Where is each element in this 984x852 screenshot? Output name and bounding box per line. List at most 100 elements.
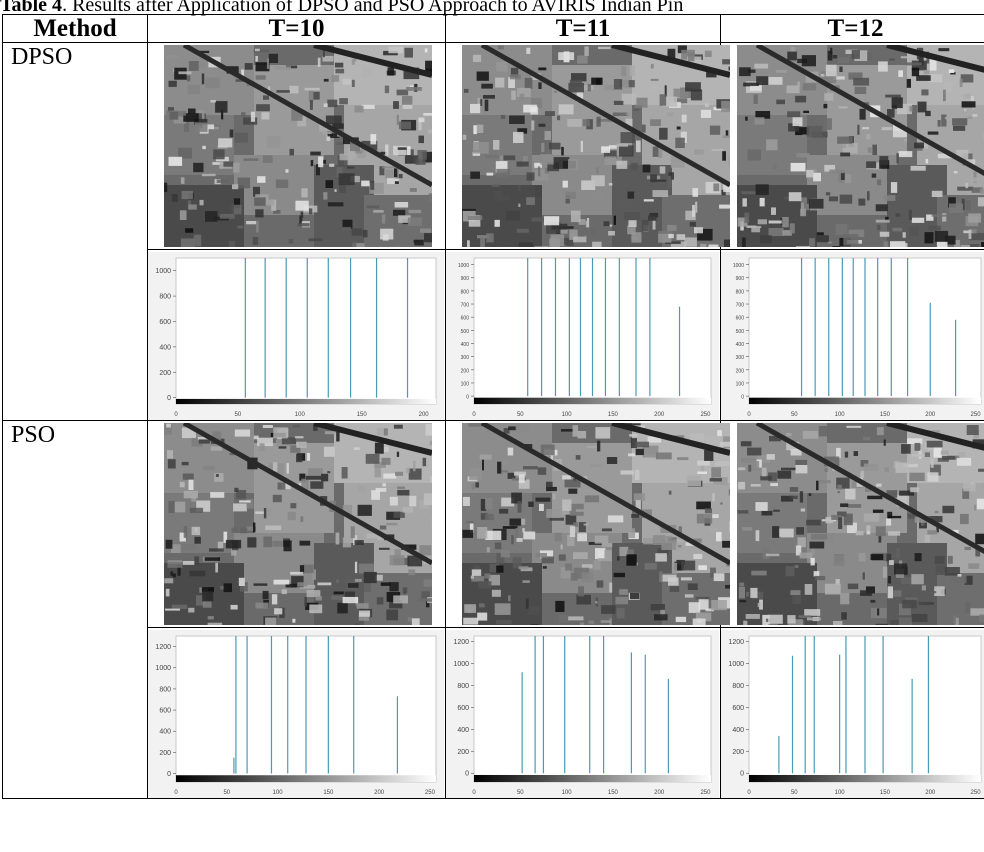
- x-tick-label: 100: [295, 412, 306, 418]
- histogram-cell: 0 200 400 600 800 1000 1200 0 50 100 150 200 250: [720, 627, 984, 799]
- results-table: Method T=10 T=11 T=12 DPSO 0 200 400 600 800…: [2, 14, 984, 799]
- x-tick-label: 150: [357, 412, 368, 418]
- histogram-cell: 0 100 200 300 400 500 600 700 800 900 1000 0 50 100 15…: [445, 249, 721, 421]
- y-tick-label: 1000: [155, 665, 171, 672]
- band-image: [737, 423, 984, 625]
- y-tick-label: 1000: [728, 661, 744, 668]
- image-cell: [445, 42, 730, 250]
- x-tick-label: 100: [562, 412, 573, 418]
- image-cell: [147, 420, 446, 628]
- image-cell: [445, 420, 730, 628]
- y-tick-label: 600: [736, 316, 745, 322]
- y-tick-label: 200: [461, 368, 470, 374]
- header-t10: T=10: [147, 14, 446, 43]
- y-tick-label: 100: [736, 381, 745, 387]
- x-tick-label: 200: [374, 790, 385, 796]
- x-tick-label: 50: [235, 412, 242, 418]
- x-tick-label: 200: [654, 412, 665, 418]
- x-tick-label: 250: [700, 412, 711, 418]
- y-tick-label: 700: [461, 303, 470, 309]
- y-tick-label: 500: [461, 329, 470, 335]
- y-tick-label: 800: [457, 683, 469, 690]
- x-tick-label: 0: [174, 790, 178, 796]
- y-tick-label: 400: [461, 342, 470, 348]
- table-row: 0 200 400 600 800 1000 0 50 100 150 200 0 100 200 300…: [3, 249, 984, 421]
- y-tick-label: 200: [732, 749, 744, 756]
- x-tick-label: 150: [608, 412, 619, 418]
- y-tick-label: 800: [159, 294, 171, 301]
- method-cell-pso: PSO: [2, 420, 148, 799]
- x-tick-label: 200: [654, 790, 665, 796]
- y-tick-label: 0: [465, 771, 469, 778]
- y-tick-label: 200: [736, 368, 745, 374]
- band-image: [462, 423, 730, 625]
- y-tick-label: 600: [457, 705, 469, 712]
- y-tick-label: 300: [736, 355, 745, 361]
- x-tick-label: 150: [880, 790, 891, 796]
- x-tick-label: 150: [608, 790, 619, 796]
- x-tick-label: 150: [880, 412, 891, 418]
- image-cell: [720, 42, 984, 250]
- histogram-cell: 0 200 400 600 800 1000 0 50 100 150 200: [147, 249, 446, 421]
- table-row: DPSO: [2, 42, 984, 421]
- x-tick-label: 50: [791, 412, 798, 418]
- y-tick-label: 400: [732, 727, 744, 734]
- y-tick-label: 400: [736, 342, 745, 348]
- x-tick-label: 100: [562, 790, 573, 796]
- x-tick-label: 250: [971, 412, 982, 418]
- histogram-chart: 0 100 200 300 400 500 600 700 800 900 1000 0 50 100 15…: [721, 252, 984, 420]
- y-tick-label: 200: [457, 749, 469, 756]
- band-image: [164, 45, 432, 247]
- x-tick-label: 0: [472, 790, 476, 796]
- y-tick-label: 600: [461, 316, 470, 322]
- x-tick-label: 50: [517, 412, 524, 418]
- y-tick-label: 600: [159, 319, 171, 326]
- image-cell: [720, 420, 984, 628]
- histogram-cell: 0 100 200 300 400 500 600 700 800 900 1000 0 50 100 15…: [720, 249, 984, 421]
- histogram-chart: 0 200 400 600 800 1000 0 50 100 150 200: [148, 252, 444, 420]
- band-image: [462, 45, 730, 247]
- method-cell-dpso: DPSO: [2, 42, 148, 421]
- band-image: [164, 423, 432, 625]
- y-tick-label: 800: [461, 289, 470, 295]
- y-tick-label: 400: [159, 344, 171, 351]
- y-tick-label: 400: [159, 729, 171, 736]
- histogram-chart: 0 200 400 600 800 1000 1200 0 50 100 150 200 250: [148, 630, 444, 798]
- y-tick-label: 200: [159, 370, 171, 377]
- y-tick-label: 900: [736, 276, 745, 282]
- x-tick-label: 0: [747, 790, 751, 796]
- y-tick-label: 0: [167, 771, 171, 778]
- x-tick-label: 200: [925, 412, 936, 418]
- header-t11: T=11: [445, 14, 721, 43]
- header-t12: T=12: [720, 14, 984, 43]
- histogram-chart: 0 100 200 300 400 500 600 700 800 900 1000 0 50 100 15…: [446, 252, 719, 420]
- x-tick-label: 250: [425, 790, 436, 796]
- x-tick-label: 250: [700, 790, 711, 796]
- caption-label: Table 4: [0, 0, 63, 16]
- y-tick-label: 0: [167, 395, 171, 402]
- y-tick-label: 0: [466, 395, 469, 401]
- histogram-chart: 0 200 400 600 800 1000 1200 0 50 100 150 200 250: [446, 630, 719, 798]
- y-tick-label: 500: [736, 329, 745, 335]
- y-tick-label: 0: [741, 395, 744, 401]
- table-caption: Table 4. Results after Application of DP…: [0, 0, 984, 16]
- x-tick-label: 0: [472, 412, 476, 418]
- y-tick-label: 1200: [728, 639, 744, 646]
- y-tick-label: 1000: [458, 263, 469, 269]
- table-row: PSO: [2, 420, 984, 799]
- histogram-chart: 0 200 400 600 800 1000 1200 0 50 100 150 200 250: [721, 630, 984, 798]
- header-row: Method T=10 T=11 T=12: [2, 14, 984, 43]
- caption-text: . Results after Application of DPSO and …: [62, 0, 684, 16]
- x-tick-label: 100: [835, 790, 846, 796]
- y-tick-label: 200: [159, 750, 171, 757]
- table-row: 0 200 400 600 800 1000 1200 0 50 100 150 200 250 0 20…: [3, 627, 984, 799]
- y-tick-label: 700: [736, 303, 745, 309]
- y-tick-label: 800: [736, 289, 745, 295]
- x-tick-label: 50: [791, 790, 798, 796]
- x-tick-label: 100: [835, 412, 846, 418]
- header-method: Method: [2, 14, 148, 43]
- y-tick-label: 600: [159, 708, 171, 715]
- y-tick-label: 600: [732, 705, 744, 712]
- x-tick-label: 50: [517, 790, 524, 796]
- histogram-cell: 0 200 400 600 800 1000 1200 0 50 100 150 200 250: [445, 627, 721, 799]
